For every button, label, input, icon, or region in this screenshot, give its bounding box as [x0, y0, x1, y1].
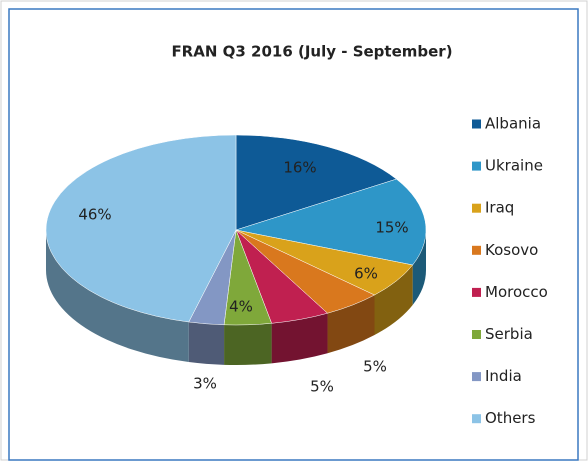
data-label: 4%	[229, 298, 253, 316]
legend-label: Kosovo	[485, 241, 538, 259]
legend-swatch	[472, 245, 481, 255]
pie-side	[412, 230, 426, 305]
chart-title: FRAN Q3 2016 (July - September)	[171, 43, 452, 61]
legend-swatch	[472, 203, 481, 213]
legend-label: Serbia	[485, 325, 533, 343]
legend-label: Others	[485, 409, 536, 427]
pie-slice	[235, 134, 397, 231]
pie-side	[327, 295, 375, 354]
data-label: 6%	[354, 265, 378, 283]
data-label: 15%	[375, 219, 408, 237]
data-label: 16%	[283, 159, 316, 177]
legend-swatch	[472, 372, 481, 382]
data-label: 5%	[310, 378, 334, 396]
legend-label: Ukraine	[485, 157, 543, 175]
data-label: 46%	[78, 206, 111, 224]
pie-side	[271, 313, 328, 364]
pie-side	[46, 230, 189, 363]
legend-label: India	[485, 367, 522, 385]
data-label: 5%	[363, 358, 387, 376]
pie-slice	[235, 178, 427, 266]
pie-side	[374, 264, 413, 336]
legend-label: Iraq	[485, 199, 514, 217]
legend-swatch	[472, 287, 481, 297]
legend-swatch	[472, 414, 481, 424]
pie-side	[224, 323, 272, 366]
legend-label: Morocco	[485, 283, 548, 301]
pie-side	[188, 322, 225, 365]
legend-label: Albania	[485, 115, 541, 133]
legend-swatch	[472, 330, 481, 339]
legend-swatch	[472, 119, 481, 129]
pie-slice	[45, 134, 237, 323]
data-label: 3%	[193, 375, 217, 393]
legend-swatch	[472, 161, 481, 171]
